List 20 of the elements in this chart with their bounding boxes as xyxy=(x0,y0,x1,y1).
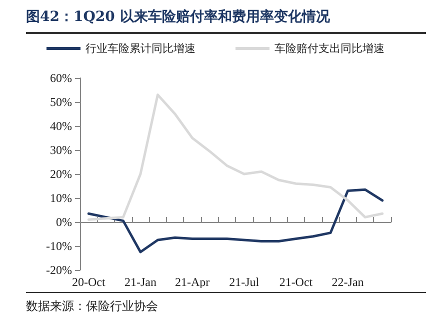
y-tick-label: 40% xyxy=(50,119,72,133)
x-tick-label: 21-Oct xyxy=(279,275,314,289)
y-tick-label: -10% xyxy=(46,239,72,253)
chart-title: 图42：1Q20 以来车险赔付率和费用率变化情况 xyxy=(26,8,426,34)
legend-label: 行业车险累计同比增速 xyxy=(86,42,196,55)
y-tick-label: 0% xyxy=(56,215,72,229)
x-tick-label: 20-Oct xyxy=(72,275,106,289)
line-series xyxy=(87,94,384,221)
y-tick-label: 10% xyxy=(50,191,72,205)
x-tick-label: 22-Jan xyxy=(332,275,364,289)
y-tick-label: 60% xyxy=(50,71,72,85)
line-series xyxy=(87,188,384,254)
legend-label: 车险赔付支出同比增速 xyxy=(274,42,384,55)
y-tick-label: 50% xyxy=(50,95,72,109)
y-tick-label: 20% xyxy=(50,167,72,181)
source-note: 数据来源：保险行业协会 xyxy=(26,292,426,315)
y-tick-label: -20% xyxy=(46,263,72,277)
x-tick-label: 21-Jan xyxy=(124,275,156,289)
x-tick-label: 21-Jul xyxy=(229,275,260,289)
y-tick-label: 30% xyxy=(50,143,72,157)
